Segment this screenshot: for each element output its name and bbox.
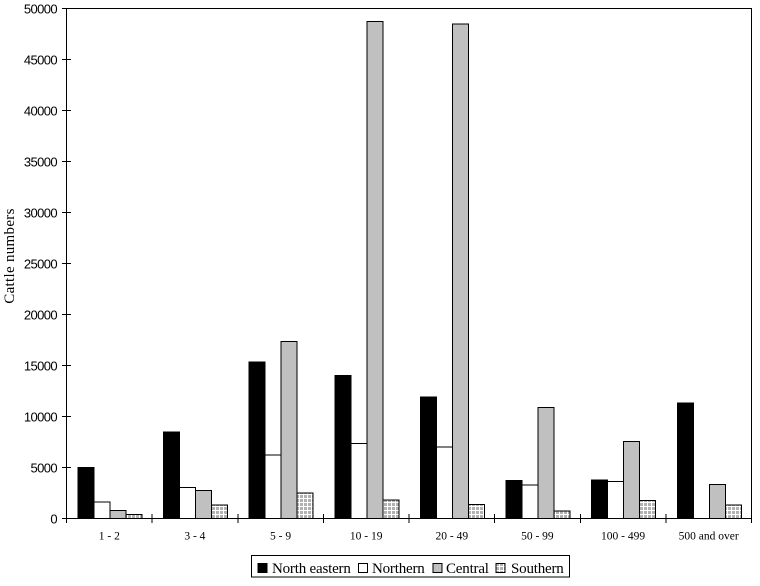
svg-text:10000: 10000	[24, 410, 58, 425]
svg-text:100 - 499: 100 - 499	[601, 531, 645, 543]
svg-text:Cattle numbers: Cattle numbers	[2, 208, 18, 303]
svg-text:Southern: Southern	[511, 561, 564, 577]
svg-text:5000: 5000	[30, 461, 57, 476]
svg-text:15000: 15000	[24, 359, 58, 374]
svg-text:500 and over: 500 and over	[679, 531, 739, 543]
svg-text:1 - 2: 1 - 2	[99, 531, 120, 543]
svg-text:3 - 4: 3 - 4	[184, 531, 205, 543]
svg-text:45000: 45000	[24, 53, 58, 68]
svg-text:30000: 30000	[24, 206, 58, 221]
svg-text:20 - 49: 20 - 49	[436, 531, 469, 543]
svg-text:5 - 9: 5 - 9	[270, 531, 291, 543]
svg-text:Central: Central	[446, 561, 489, 577]
svg-text:20000: 20000	[24, 308, 58, 323]
svg-text:50 - 99: 50 - 99	[521, 531, 554, 543]
svg-text:50000: 50000	[24, 2, 58, 17]
svg-text:40000: 40000	[24, 104, 58, 119]
svg-text:0: 0	[50, 512, 57, 527]
svg-text:35000: 35000	[24, 155, 58, 170]
svg-text:10 - 19: 10 - 19	[350, 531, 383, 543]
svg-text:Northern: Northern	[372, 561, 425, 577]
svg-text:North eastern: North eastern	[272, 561, 351, 577]
svg-text:25000: 25000	[24, 257, 58, 272]
